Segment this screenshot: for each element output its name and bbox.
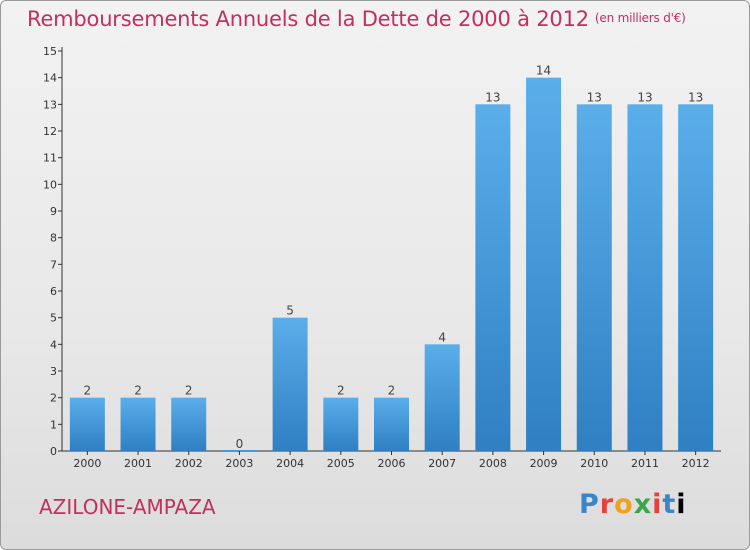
chart-bars: 2 2 2 0 5 2 2 4 13 14 13 13 13 bbox=[69, 64, 714, 452]
bar bbox=[69, 397, 105, 451]
bar-value-label: 14 bbox=[536, 64, 551, 78]
y-tick-label: 1 bbox=[50, 418, 57, 431]
x-tick-label: 2010 bbox=[580, 457, 608, 470]
x-tick-label: 2005 bbox=[327, 457, 355, 470]
logo-letter: i bbox=[652, 489, 663, 520]
bar bbox=[526, 77, 562, 452]
commune-name: AZILONE-AMPAZA bbox=[39, 495, 216, 519]
y-tick-label: 8 bbox=[50, 232, 57, 245]
bar bbox=[424, 344, 460, 451]
y-tick-label: 15 bbox=[43, 45, 57, 58]
bar-value-label: 13 bbox=[688, 90, 703, 104]
y-tick-label: 6 bbox=[50, 285, 57, 298]
proxiti-logo: Proxiti bbox=[579, 489, 687, 520]
bar-value-label: 0 bbox=[236, 437, 244, 451]
y-tick-label: 7 bbox=[50, 258, 57, 271]
bar bbox=[475, 104, 511, 451]
chart-title: Remboursements Annuels de la Dette de 20… bbox=[27, 7, 686, 31]
bar bbox=[120, 397, 156, 451]
y-tick-label: 5 bbox=[50, 312, 57, 325]
y-tick-label: 9 bbox=[50, 205, 57, 218]
bar-value-label: 13 bbox=[587, 90, 602, 104]
y-tick-label: 0 bbox=[50, 445, 57, 458]
x-tick-label: 2007 bbox=[428, 457, 456, 470]
y-tick-label: 12 bbox=[43, 125, 57, 138]
bar bbox=[272, 317, 308, 451]
bar-value-label: 2 bbox=[185, 384, 193, 398]
x-tick-label: 2011 bbox=[631, 457, 659, 470]
x-tick-label: 2009 bbox=[530, 457, 558, 470]
bar-value-label: 5 bbox=[286, 304, 294, 318]
logo-letter: t bbox=[662, 489, 677, 520]
bar bbox=[221, 450, 257, 451]
y-tick-label: 11 bbox=[43, 152, 57, 165]
x-tick-label: 2003 bbox=[225, 457, 253, 470]
bar-value-label: 2 bbox=[134, 384, 142, 398]
logo-letter: i bbox=[676, 489, 687, 520]
y-tick-label: 14 bbox=[43, 72, 57, 85]
bar bbox=[171, 397, 207, 451]
y-tick-label: 3 bbox=[50, 365, 57, 378]
chart-unit: (en milliers d'€) bbox=[594, 11, 686, 25]
bar bbox=[576, 104, 612, 451]
bar-value-label: 2 bbox=[388, 384, 396, 398]
bar-value-label: 2 bbox=[84, 384, 92, 398]
y-tick-label: 4 bbox=[50, 338, 57, 351]
logo-letter: o bbox=[614, 489, 634, 520]
x-tick-label: 2012 bbox=[682, 457, 710, 470]
logo-letter: x bbox=[633, 489, 653, 520]
y-tick-label: 10 bbox=[43, 178, 57, 191]
bar-value-label: 4 bbox=[438, 330, 446, 344]
x-tick-label: 2000 bbox=[73, 457, 101, 470]
x-tick-label: 2002 bbox=[175, 457, 203, 470]
y-tick-label: 2 bbox=[50, 392, 57, 405]
chart-title-text: Remboursements Annuels de la Dette de 20… bbox=[27, 7, 589, 31]
x-tick-label: 2001 bbox=[124, 457, 152, 470]
x-tick-label: 2004 bbox=[276, 457, 304, 470]
bar bbox=[627, 104, 663, 451]
bar bbox=[374, 397, 409, 451]
bar-value-label: 13 bbox=[485, 90, 500, 104]
x-tick-label: 2006 bbox=[378, 457, 406, 470]
logo-letter: r bbox=[599, 489, 615, 520]
logo-letter: P bbox=[579, 489, 600, 520]
bar bbox=[678, 104, 714, 451]
bar-value-label: 13 bbox=[637, 90, 652, 104]
bar bbox=[323, 397, 359, 451]
y-tick-label: 13 bbox=[43, 98, 57, 111]
x-tick-label: 2008 bbox=[479, 457, 507, 470]
bar-value-label: 2 bbox=[337, 384, 345, 398]
